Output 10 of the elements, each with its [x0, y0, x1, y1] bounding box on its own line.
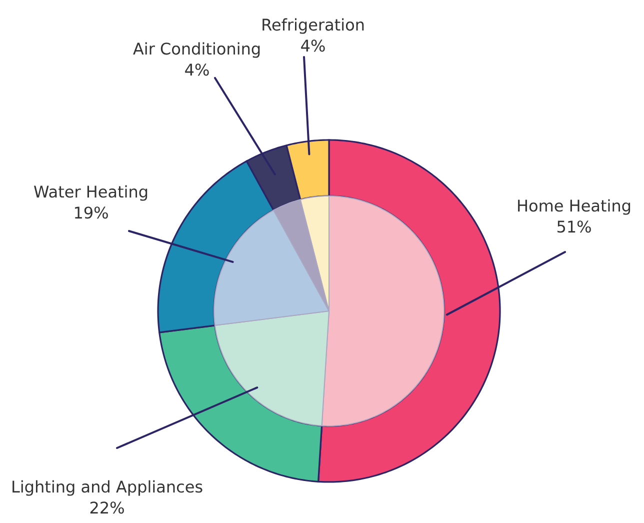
slice-label: Refrigeration: [262, 18, 364, 34]
data-label: 51%: [557, 220, 591, 233]
data-label: 22%: [90, 502, 124, 514]
data-label: 4%: [301, 40, 325, 52]
slice-label: Air Conditioning: [133, 42, 260, 58]
slice-label: Lighting and Appliances: [12, 480, 202, 496]
data-label: 19%: [74, 206, 108, 219]
data-label: 4%: [185, 64, 209, 76]
slice-label: Water Heating: [34, 185, 148, 201]
slice-label: Home Heating: [518, 199, 630, 215]
